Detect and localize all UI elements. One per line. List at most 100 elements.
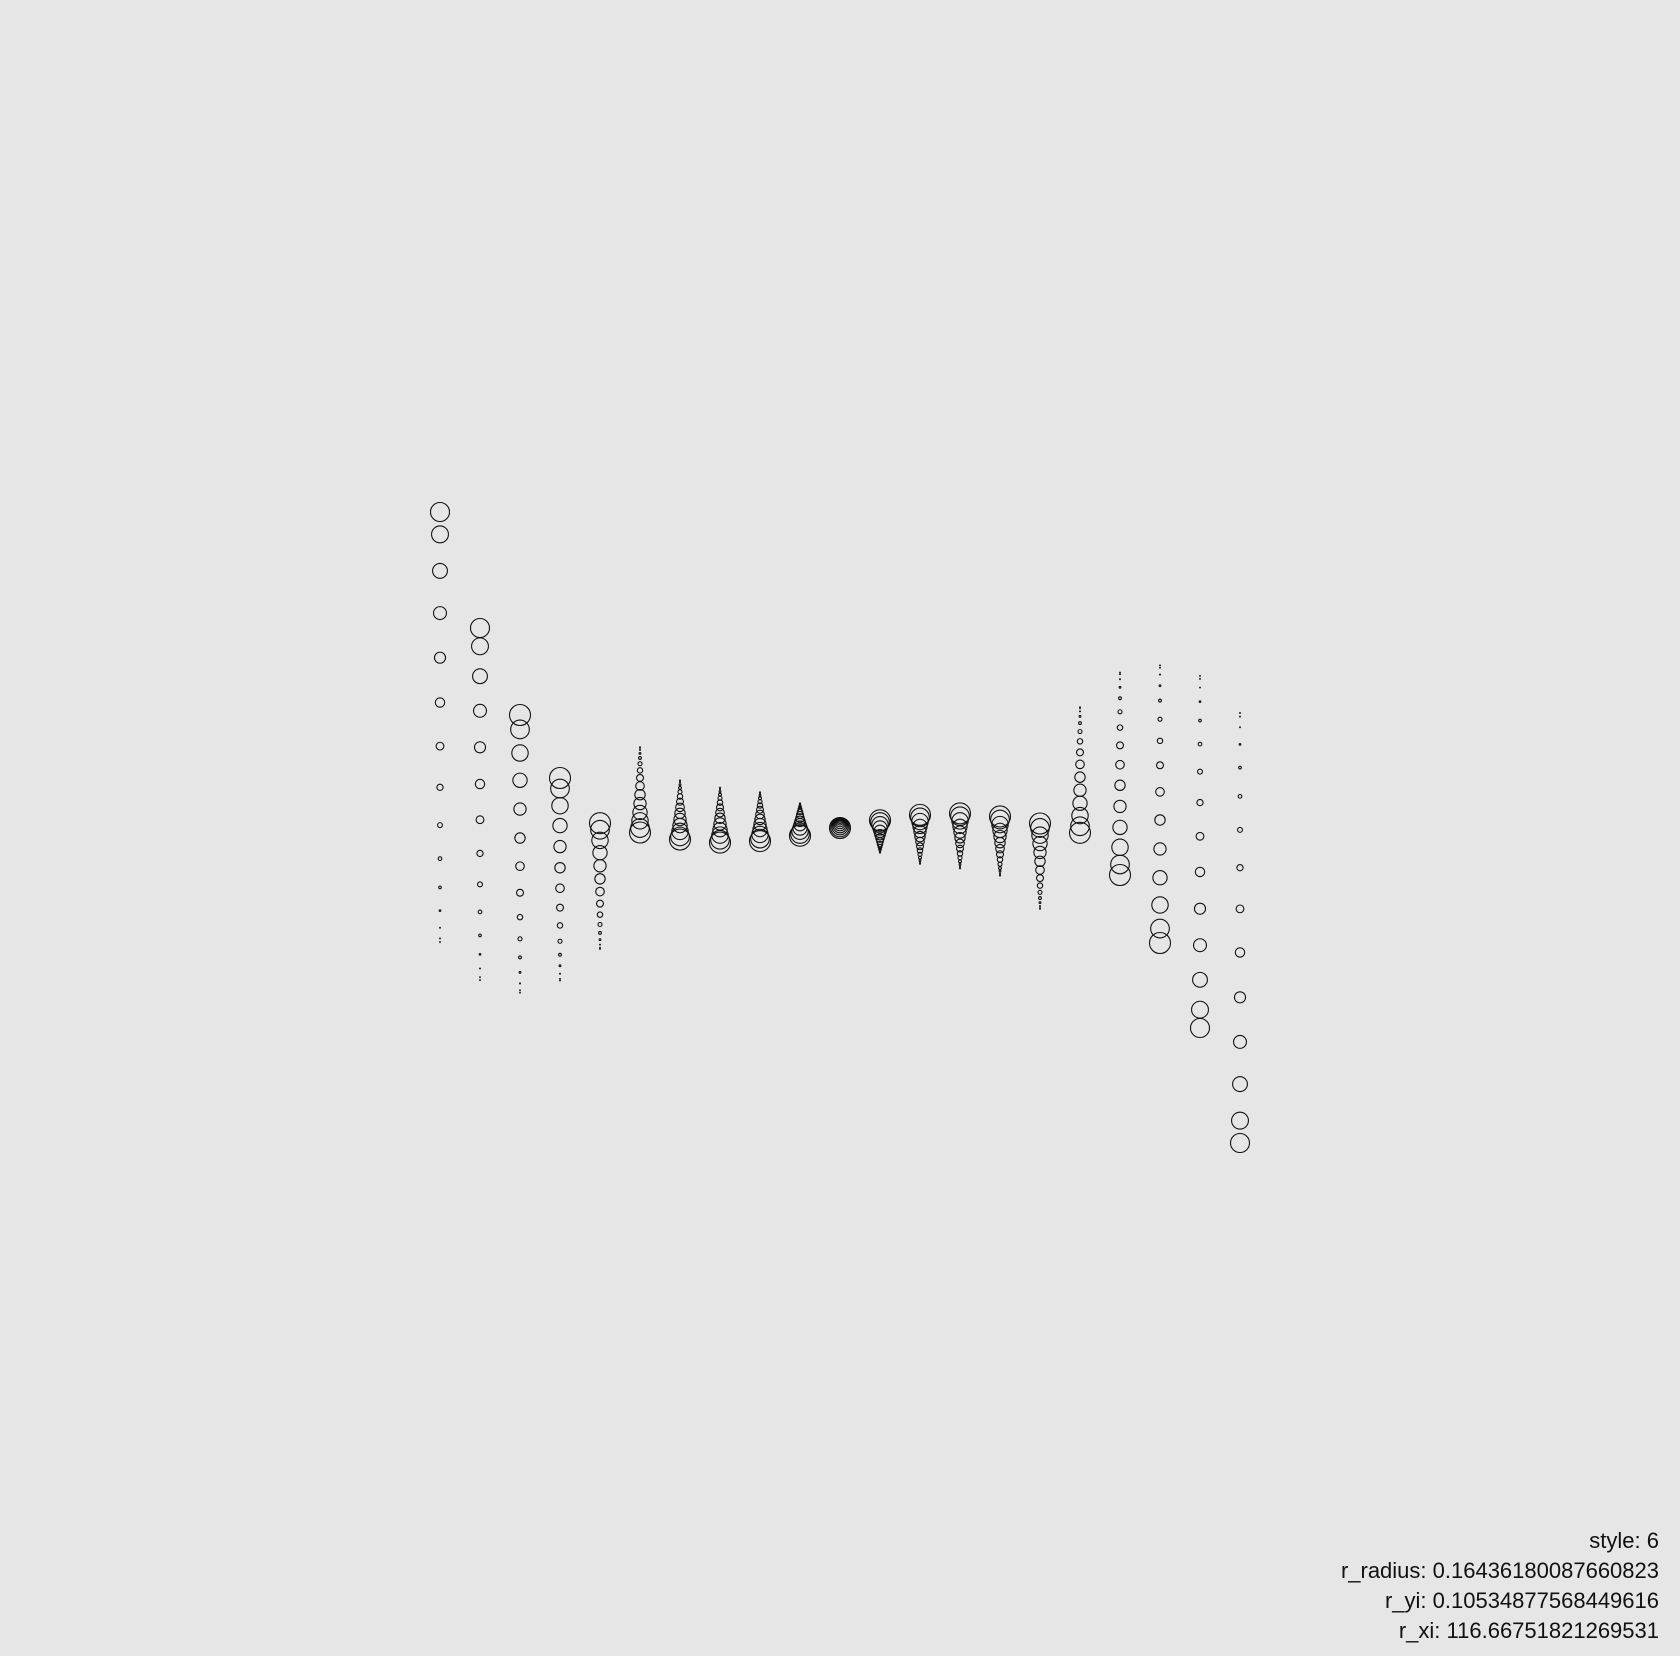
circle-mark — [872, 820, 888, 836]
circle-mark — [1231, 1111, 1249, 1130]
circle-mark — [1033, 845, 1047, 860]
circle-mark — [597, 921, 603, 928]
circle-mark — [479, 976, 481, 979]
circle-mark — [1074, 771, 1086, 783]
circle-mark — [1158, 673, 1162, 676]
style-label: style: 6 — [1589, 1528, 1659, 1553]
circle-mark — [1159, 664, 1161, 667]
circle-mark — [794, 815, 806, 828]
circle-mark — [1150, 918, 1170, 939]
circle-mark — [755, 809, 765, 820]
circle-mark — [478, 933, 482, 938]
circle-mark — [911, 812, 929, 831]
circle-mark — [1030, 818, 1050, 838]
r-xi-label: r_xi: 116.66751821269531 — [1398, 1618, 1659, 1643]
circle-mark — [558, 964, 562, 968]
circle-mark — [1031, 826, 1049, 844]
circle-mark — [678, 781, 682, 784]
circle-mark — [478, 953, 482, 956]
circle-mark — [638, 748, 642, 752]
circle-mark — [1239, 712, 1241, 714]
circle-mark — [959, 867, 961, 870]
circle-mark — [435, 741, 445, 751]
circle-mark — [713, 817, 727, 831]
circle-mark — [998, 866, 1002, 871]
circle-mark — [1156, 737, 1164, 745]
circle-mark — [752, 821, 768, 838]
circle-mark — [955, 838, 965, 849]
circle-mark — [674, 807, 686, 820]
circle-mark — [1159, 666, 1161, 669]
circle-mark — [1119, 671, 1121, 674]
circle-mark — [518, 970, 522, 974]
circle-mark — [639, 746, 641, 749]
circle-mark — [1068, 821, 1092, 844]
circle-mark — [715, 803, 725, 812]
circle-mark — [438, 909, 442, 912]
circle-mark — [1113, 799, 1127, 814]
circle-mark — [635, 773, 645, 782]
circle-mark — [477, 909, 483, 915]
r-radius-label: r_radius: 0.16436180087660823 — [1340, 1558, 1659, 1583]
circle-mark — [955, 844, 965, 853]
circle-mark — [472, 703, 488, 718]
circle-mark — [991, 815, 1009, 834]
circle-mark — [708, 831, 732, 854]
circle-mark — [476, 849, 484, 858]
circle-mark — [712, 821, 728, 838]
circle-mark — [557, 938, 563, 944]
circle-mark — [871, 815, 889, 834]
circle-mark — [1151, 896, 1169, 914]
circle-mark — [1038, 901, 1042, 905]
circle-mark — [1237, 793, 1243, 799]
circle-mark — [432, 562, 448, 579]
circle-mark — [479, 979, 481, 982]
circle-mark — [592, 845, 608, 861]
circle-mark — [958, 862, 962, 866]
circle-mark — [1118, 685, 1122, 689]
circle-mark — [555, 883, 565, 894]
circle-mark — [1233, 991, 1247, 1004]
circle-mark — [1234, 947, 1246, 958]
circle-mark — [637, 761, 643, 767]
circle-mark — [1192, 971, 1208, 988]
circle-mark — [719, 786, 721, 789]
circle-mark — [634, 788, 646, 801]
circle-mark — [514, 832, 526, 844]
circle-mark — [1199, 686, 1201, 689]
circle-mark — [952, 818, 968, 835]
circle-mark — [839, 817, 841, 819]
circle-mark — [510, 719, 530, 740]
circle-mark — [1072, 795, 1088, 811]
circle-mark — [988, 805, 1012, 828]
circle-mark — [678, 783, 682, 787]
circle-mark — [475, 815, 485, 825]
circle-mark — [1197, 741, 1203, 747]
circle-mark — [633, 796, 647, 811]
circle-mark — [511, 744, 529, 762]
circle-mark — [673, 812, 687, 827]
circle-mark — [1039, 907, 1041, 910]
circle-mark — [473, 741, 487, 754]
circle-mark — [1078, 710, 1082, 713]
circle-mark — [948, 802, 972, 825]
circle-mark — [1238, 743, 1242, 746]
circle-mark — [718, 792, 722, 797]
circle-mark — [1236, 864, 1244, 872]
circle-mark — [515, 861, 525, 872]
circle-mark — [1115, 741, 1125, 750]
circle-mark — [1199, 677, 1201, 680]
circle-mark — [954, 832, 966, 844]
circle-mark — [1078, 721, 1082, 726]
circle-mark — [1116, 724, 1124, 731]
circle-mark — [1232, 1076, 1248, 1093]
circle-mark — [1158, 698, 1162, 703]
r-yi-label: r_yi: 0.10534877568449616 — [1384, 1588, 1659, 1613]
circle-mark — [1071, 806, 1089, 825]
circle-mark — [993, 829, 1007, 844]
circle-mark — [675, 802, 685, 813]
circle-mark — [638, 756, 642, 760]
circle-mark — [1155, 761, 1165, 770]
circle-mark — [1078, 714, 1082, 718]
circle-mark — [436, 822, 443, 829]
